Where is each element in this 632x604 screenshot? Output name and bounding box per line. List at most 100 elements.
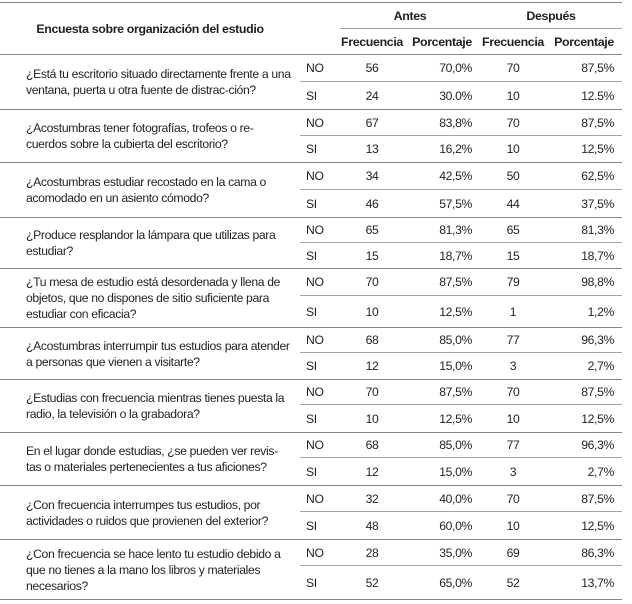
antes-porcentaje: 16,2%: [404, 135, 480, 163]
despues-frecuencia: 65: [480, 217, 546, 243]
antes-porcentaje: 81,3%: [404, 217, 480, 243]
table-row: SI 13 16,2% 10 12,5%: [0, 135, 622, 163]
question-text: En el lugar donde estudias, ¿se pueden v…: [26, 444, 278, 474]
answer-label: NO: [300, 485, 340, 512]
despues-porcentaje: 86,3%: [546, 539, 622, 566]
question-number: 20.: [4, 546, 26, 562]
despues-frecuencia: 79: [480, 268, 546, 296]
antes-frecuencia: 68: [340, 327, 404, 353]
antes-porcentaje: 70,0%: [404, 54, 480, 82]
answer-label: SI: [300, 511, 340, 540]
question-text: ¿Estudias con frecuencia mientras tienes…: [26, 391, 285, 421]
answer-label: NO: [300, 109, 340, 136]
question-text: ¿Acostumbras interrumpir tus estudios pa…: [26, 338, 290, 369]
question-cell: 11.¿Está tu escritorio situado directame…: [0, 54, 300, 110]
despues-porcentaje: 98,8%: [546, 268, 622, 296]
question-text: ¿Acostumbras estudiar recostado en la ca…: [26, 175, 266, 205]
despues-porcentaje: 87,5%: [546, 109, 622, 136]
despues-porcentaje: 12.5%: [546, 81, 622, 110]
despues-frecuencia: 15: [480, 242, 546, 269]
despues-frecuencia: 3: [480, 457, 546, 486]
antes-porcentaje: 15,0%: [404, 457, 480, 486]
antes-porcentaje: 60,0%: [404, 511, 480, 540]
despues-porcentaje: 62,5%: [546, 162, 622, 190]
antes-frecuencia: 28: [340, 539, 404, 566]
question-text: ¿Tu mesa de estudio está desordenada y l…: [26, 275, 281, 321]
group-header-despues: Después: [480, 2, 622, 29]
despues-porcentaje: 87,5%: [546, 379, 622, 405]
question-number: 11.: [4, 66, 26, 82]
antes-porcentaje: 18,7%: [404, 242, 480, 269]
despues-frecuencia: 10: [480, 511, 546, 540]
antes-porcentaje: 12,5%: [404, 295, 480, 328]
antes-porcentaje: 85,0%: [404, 432, 480, 458]
antes-frecuencia: 70: [340, 268, 404, 296]
antes-porcentaje: 83,8%: [404, 109, 480, 136]
question-cell: 16.¿Acostumbras interrumpir tus estudios…: [0, 327, 300, 380]
antes-frecuencia: 12: [340, 352, 404, 380]
answer-label: SI: [300, 242, 340, 269]
table-row: 15.¿Tu mesa de estudio está desordenada …: [0, 268, 622, 328]
despues-porcentaje: 96,3%: [546, 327, 622, 353]
antes-frecuencia: 46: [340, 189, 404, 218]
table-row: 13.¿Acostumbras estudiar recostado en la…: [0, 162, 622, 218]
table-row: SI 12 15,0% 3 2,7%: [0, 457, 622, 486]
table-row: SI 10 12,5% 1 1,2%: [0, 295, 622, 328]
question-cell: 20.¿Con frecuencia se hace lento tu estu…: [0, 539, 300, 600]
answer-label: NO: [300, 327, 340, 353]
despues-porcentaje: 2,7%: [546, 457, 622, 486]
table-row: 16.¿Acostumbras interrumpir tus estudios…: [0, 327, 622, 380]
table-row: 18.En el lugar donde estudias, ¿se puede…: [0, 432, 622, 486]
question-cell: 12.¿Acostumbras tener fotografías, trofe…: [0, 109, 300, 163]
question-number: 17.: [4, 390, 26, 406]
antes-frecuencia: 15: [340, 242, 404, 269]
table-row: SI 48 60,0% 10 12,5%: [0, 511, 622, 540]
antes-porcentaje: 15,0%: [404, 352, 480, 380]
antes-frecuencia: 67: [340, 109, 404, 136]
antes-porcentaje: 12,5%: [404, 404, 480, 433]
despues-frecuencia: 44: [480, 189, 546, 218]
table-title: Encuesta sobre organización del estudio: [0, 2, 300, 55]
despues-frecuencia: 1: [480, 295, 546, 328]
despues-porcentaje: 12,5%: [546, 135, 622, 163]
table-row: 11.¿Está tu escritorio situado directame…: [0, 54, 622, 110]
col-header-antes-porcentaje: Porcentaje: [404, 28, 480, 55]
antes-frecuencia: 13: [340, 135, 404, 163]
antes-porcentaje: 65,0%: [404, 565, 480, 600]
despues-porcentaje: 12,5%: [546, 511, 622, 540]
despues-frecuencia: 50: [480, 162, 546, 190]
antes-porcentaje: 30.0%: [404, 81, 480, 110]
answer-label: NO: [300, 379, 340, 405]
col-header-antes-frecuencia: Frecuencia: [340, 28, 404, 55]
despues-porcentaje: 96,3%: [546, 432, 622, 458]
despues-porcentaje: 12,5%: [546, 404, 622, 433]
antes-frecuencia: 10: [340, 404, 404, 433]
question-number: 19.: [4, 497, 26, 513]
answer-label: NO: [300, 54, 340, 82]
col-header-despues-porcentaje: Porcentaje: [546, 28, 622, 55]
table-row: SI 12 15,0% 3 2,7%: [0, 352, 622, 380]
question-number: 12.: [4, 120, 26, 136]
question-number: 15.: [4, 274, 26, 290]
table-row: SI 52 65,0% 52 13,7%: [0, 565, 622, 600]
answer-label: SI: [300, 352, 340, 380]
antes-frecuencia: 68: [340, 432, 404, 458]
despues-porcentaje: 37,5%: [546, 189, 622, 218]
antes-frecuencia: 12: [340, 457, 404, 486]
despues-frecuencia: 69: [480, 539, 546, 566]
table-row: SI 10 12,5% 10 12,5%: [0, 404, 622, 433]
answer-label: SI: [300, 295, 340, 328]
answer-label: SI: [300, 189, 340, 218]
antes-frecuencia: 10: [340, 295, 404, 328]
table-body: 11.¿Está tu escritorio situado directame…: [0, 54, 622, 600]
answer-label: SI: [300, 135, 340, 163]
question-cell: 19.¿Con frecuencia interrumpes tus estud…: [0, 485, 300, 540]
question-text: ¿Con frecuencia interrumpes tus estudios…: [26, 497, 269, 528]
despues-porcentaje: 81,3%: [546, 217, 622, 243]
antes-frecuencia: 52: [340, 565, 404, 600]
question-text: ¿Acostumbras tener fotografías, trofeos …: [26, 121, 254, 151]
despues-porcentaje: 87,5%: [546, 485, 622, 512]
despues-porcentaje: 1,2%: [546, 295, 622, 328]
despues-frecuencia: 52: [480, 565, 546, 600]
question-number: 13.: [4, 174, 26, 190]
